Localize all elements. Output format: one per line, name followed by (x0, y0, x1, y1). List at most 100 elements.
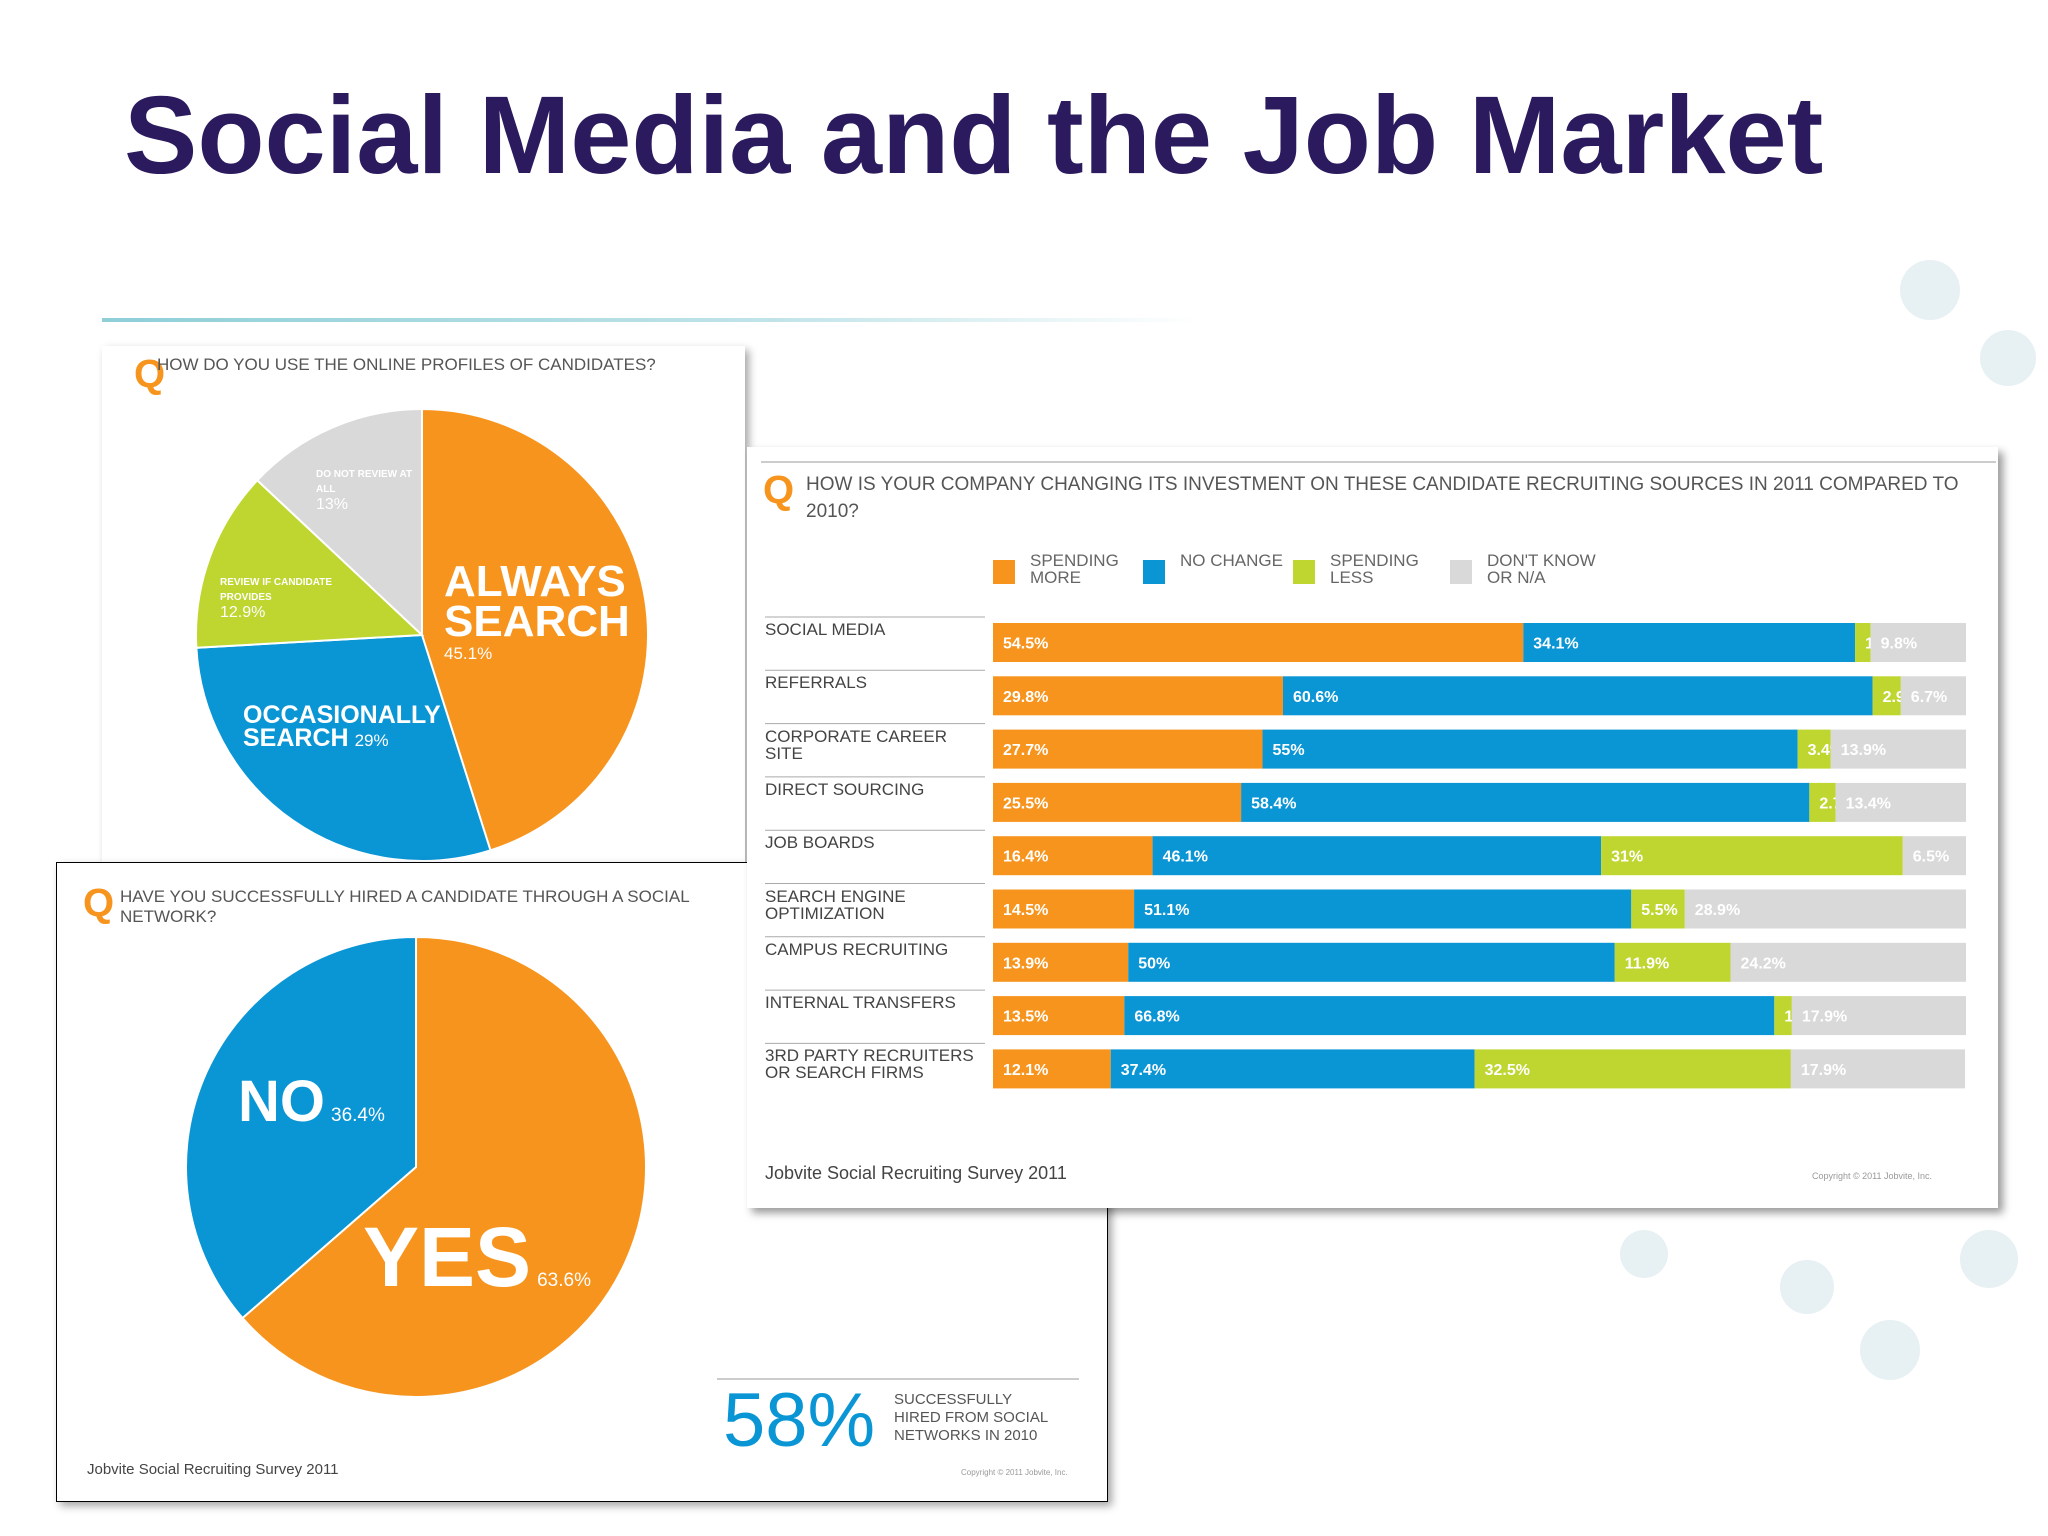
legend-label: SPENDING MORE (1030, 551, 1119, 587)
value-label: 17.9% (1802, 1009, 1847, 1026)
value-label: 46.1% (1163, 849, 1208, 866)
decor-dot (1620, 1230, 1668, 1278)
value-label: 66.8% (1134, 1009, 1179, 1026)
slide-title: Social Media and the Job Market (124, 74, 1824, 197)
decor-dot (1900, 260, 1960, 320)
legend-swatch (993, 560, 1015, 584)
bar-segment (1790, 1049, 1966, 1089)
value-label: 29% (354, 731, 389, 750)
legend-label: SPENDING LESS (1330, 551, 1419, 587)
value-label: 14.5% (1003, 902, 1048, 919)
value-label: 13.4% (1846, 795, 1891, 812)
value-label: 58.4% (1251, 795, 1296, 812)
bar-segment (1128, 942, 1615, 982)
value-label: 34.1% (1533, 636, 1578, 653)
category-label: INTERNAL TRANSFERS (765, 993, 956, 1013)
bar-segment (1872, 676, 1901, 716)
pie-slice (195, 633, 492, 862)
bar-segment (993, 623, 1524, 662)
bar-segment (1730, 942, 1966, 982)
value-label: 28.9% (1695, 902, 1740, 919)
chart (195, 407, 649, 862)
copyright: Copyright © 2011 Jobvite, Inc. (961, 1468, 1068, 1477)
value-label: 16.4% (1003, 849, 1048, 866)
value-label: 13.9% (1003, 955, 1048, 972)
value-label: 13.5% (1003, 1009, 1048, 1026)
bar-segment (1835, 782, 1966, 822)
value-label: 36.4% (331, 1105, 385, 1126)
title-rule (102, 318, 1202, 322)
pie-slice (195, 478, 425, 649)
chart: 54.5%34.1%1.6%9.8%29.8%60.6%2.9%6.7%27.7… (761, 461, 1996, 1089)
value-label: 29.8% (1003, 689, 1048, 706)
category-label: YES (363, 1210, 532, 1304)
value-label: 13.9% (1841, 742, 1886, 759)
value-label: 11.9% (1625, 955, 1669, 972)
pie-panel: ALWAYS SEARCH 45.1% OCCASIONALLY SEARCH 29%… (102, 346, 745, 862)
category-label: DO NOT REVIEW AT ALL (316, 469, 413, 495)
bar-segment (1631, 889, 1685, 929)
category-label: DIRECT SOURCING (765, 779, 925, 799)
bar-segment (1774, 996, 1792, 1036)
legend-label: NO CHANGE (1180, 551, 1283, 570)
bar-segment (993, 729, 1263, 769)
legend-label: DON'T KNOW OR N/A (1487, 551, 1596, 587)
category-label: JOB BOARDS (765, 833, 875, 853)
category-label: ALWAYS SEARCH (444, 557, 630, 647)
value-label: 12.9% (220, 604, 266, 622)
category-label: NO (238, 1069, 325, 1134)
callout-value: 58% (723, 1378, 876, 1463)
value-label: 63.6% (537, 1270, 591, 1291)
value-label: 6.5% (1913, 849, 1949, 866)
value-label: 54.5% (1003, 636, 1048, 653)
category-label: CORPORATE CAREER SITE (765, 726, 947, 763)
decor-dot (1980, 330, 2036, 386)
value-label: 24.2% (1741, 955, 1786, 972)
copyright: Copyright © 2011 Jobvite, Inc. (1812, 1171, 1933, 1181)
source: Jobvite Social Recruiting Survey 2011 (765, 1163, 1067, 1183)
value-label: 51.1% (1144, 902, 1189, 919)
slice-label: OCCASIONALLY SEARCH 29% (243, 701, 483, 752)
question-text: HOW DO YOU USE THE ONLINE PROFILES OF CA… (157, 355, 656, 374)
question-text: HOW IS YOUR COMPANY CHANGING ITS INVESTM… (806, 474, 1959, 522)
slice-label: DO NOT REVIEW AT ALL 13% (316, 466, 416, 513)
bar-segment (1797, 729, 1831, 769)
bar-segment (1523, 623, 1856, 662)
value-label: 55% (1273, 742, 1305, 759)
value-label: 5.5% (1641, 902, 1677, 919)
pie-slice (255, 407, 423, 638)
slice-label: REVIEW IF CANDIDATE PROVIDES 12.9% (220, 574, 370, 621)
value-label: 17.9% (1801, 1062, 1846, 1079)
bar-segment (1282, 676, 1873, 716)
chart (185, 935, 1079, 1398)
bar-segment (1684, 889, 1966, 929)
bar-segment (1241, 782, 1810, 822)
bar-segment (993, 942, 1129, 982)
bar-segment (993, 1049, 1111, 1089)
category-label: OCCASIONALLY SEARCH (243, 701, 441, 752)
callout-text: SUCCESSFULLY HIRED FROM SOCIAL NETWORKS … (894, 1391, 1048, 1444)
bar-segment (993, 676, 1283, 716)
bar-segment (1900, 676, 1966, 716)
bar-segment (1262, 729, 1798, 769)
slice-label: NO 36.4% (238, 1073, 498, 1131)
bar-segment (993, 836, 1153, 876)
bar-segment (1110, 1049, 1475, 1089)
decor-dot (1780, 1260, 1834, 1314)
source: Jobvite Social Recruiting Survey 2011 (87, 1461, 339, 1478)
value-label: 12.1% (1003, 1062, 1048, 1079)
category-label: SOCIAL MEDIA (765, 620, 886, 639)
category-label: SEARCH ENGINE OPTIMIZATION (765, 886, 906, 923)
value-label: 25.5% (1003, 795, 1048, 812)
question-marker: Q (763, 468, 795, 512)
category-label: 3RD PARTY RECRUITERS OR SEARCH FIRMS (765, 1046, 974, 1083)
bar-segment (1809, 782, 1836, 822)
bar-segment (993, 996, 1125, 1036)
value-label: 32.5% (1485, 1062, 1530, 1079)
value-label: 60.6% (1293, 689, 1338, 706)
question-marker: Q (134, 352, 166, 396)
bar-segment (1870, 623, 1966, 662)
bar-segment (1902, 836, 1966, 876)
value-label: 6.7% (1911, 689, 1947, 706)
